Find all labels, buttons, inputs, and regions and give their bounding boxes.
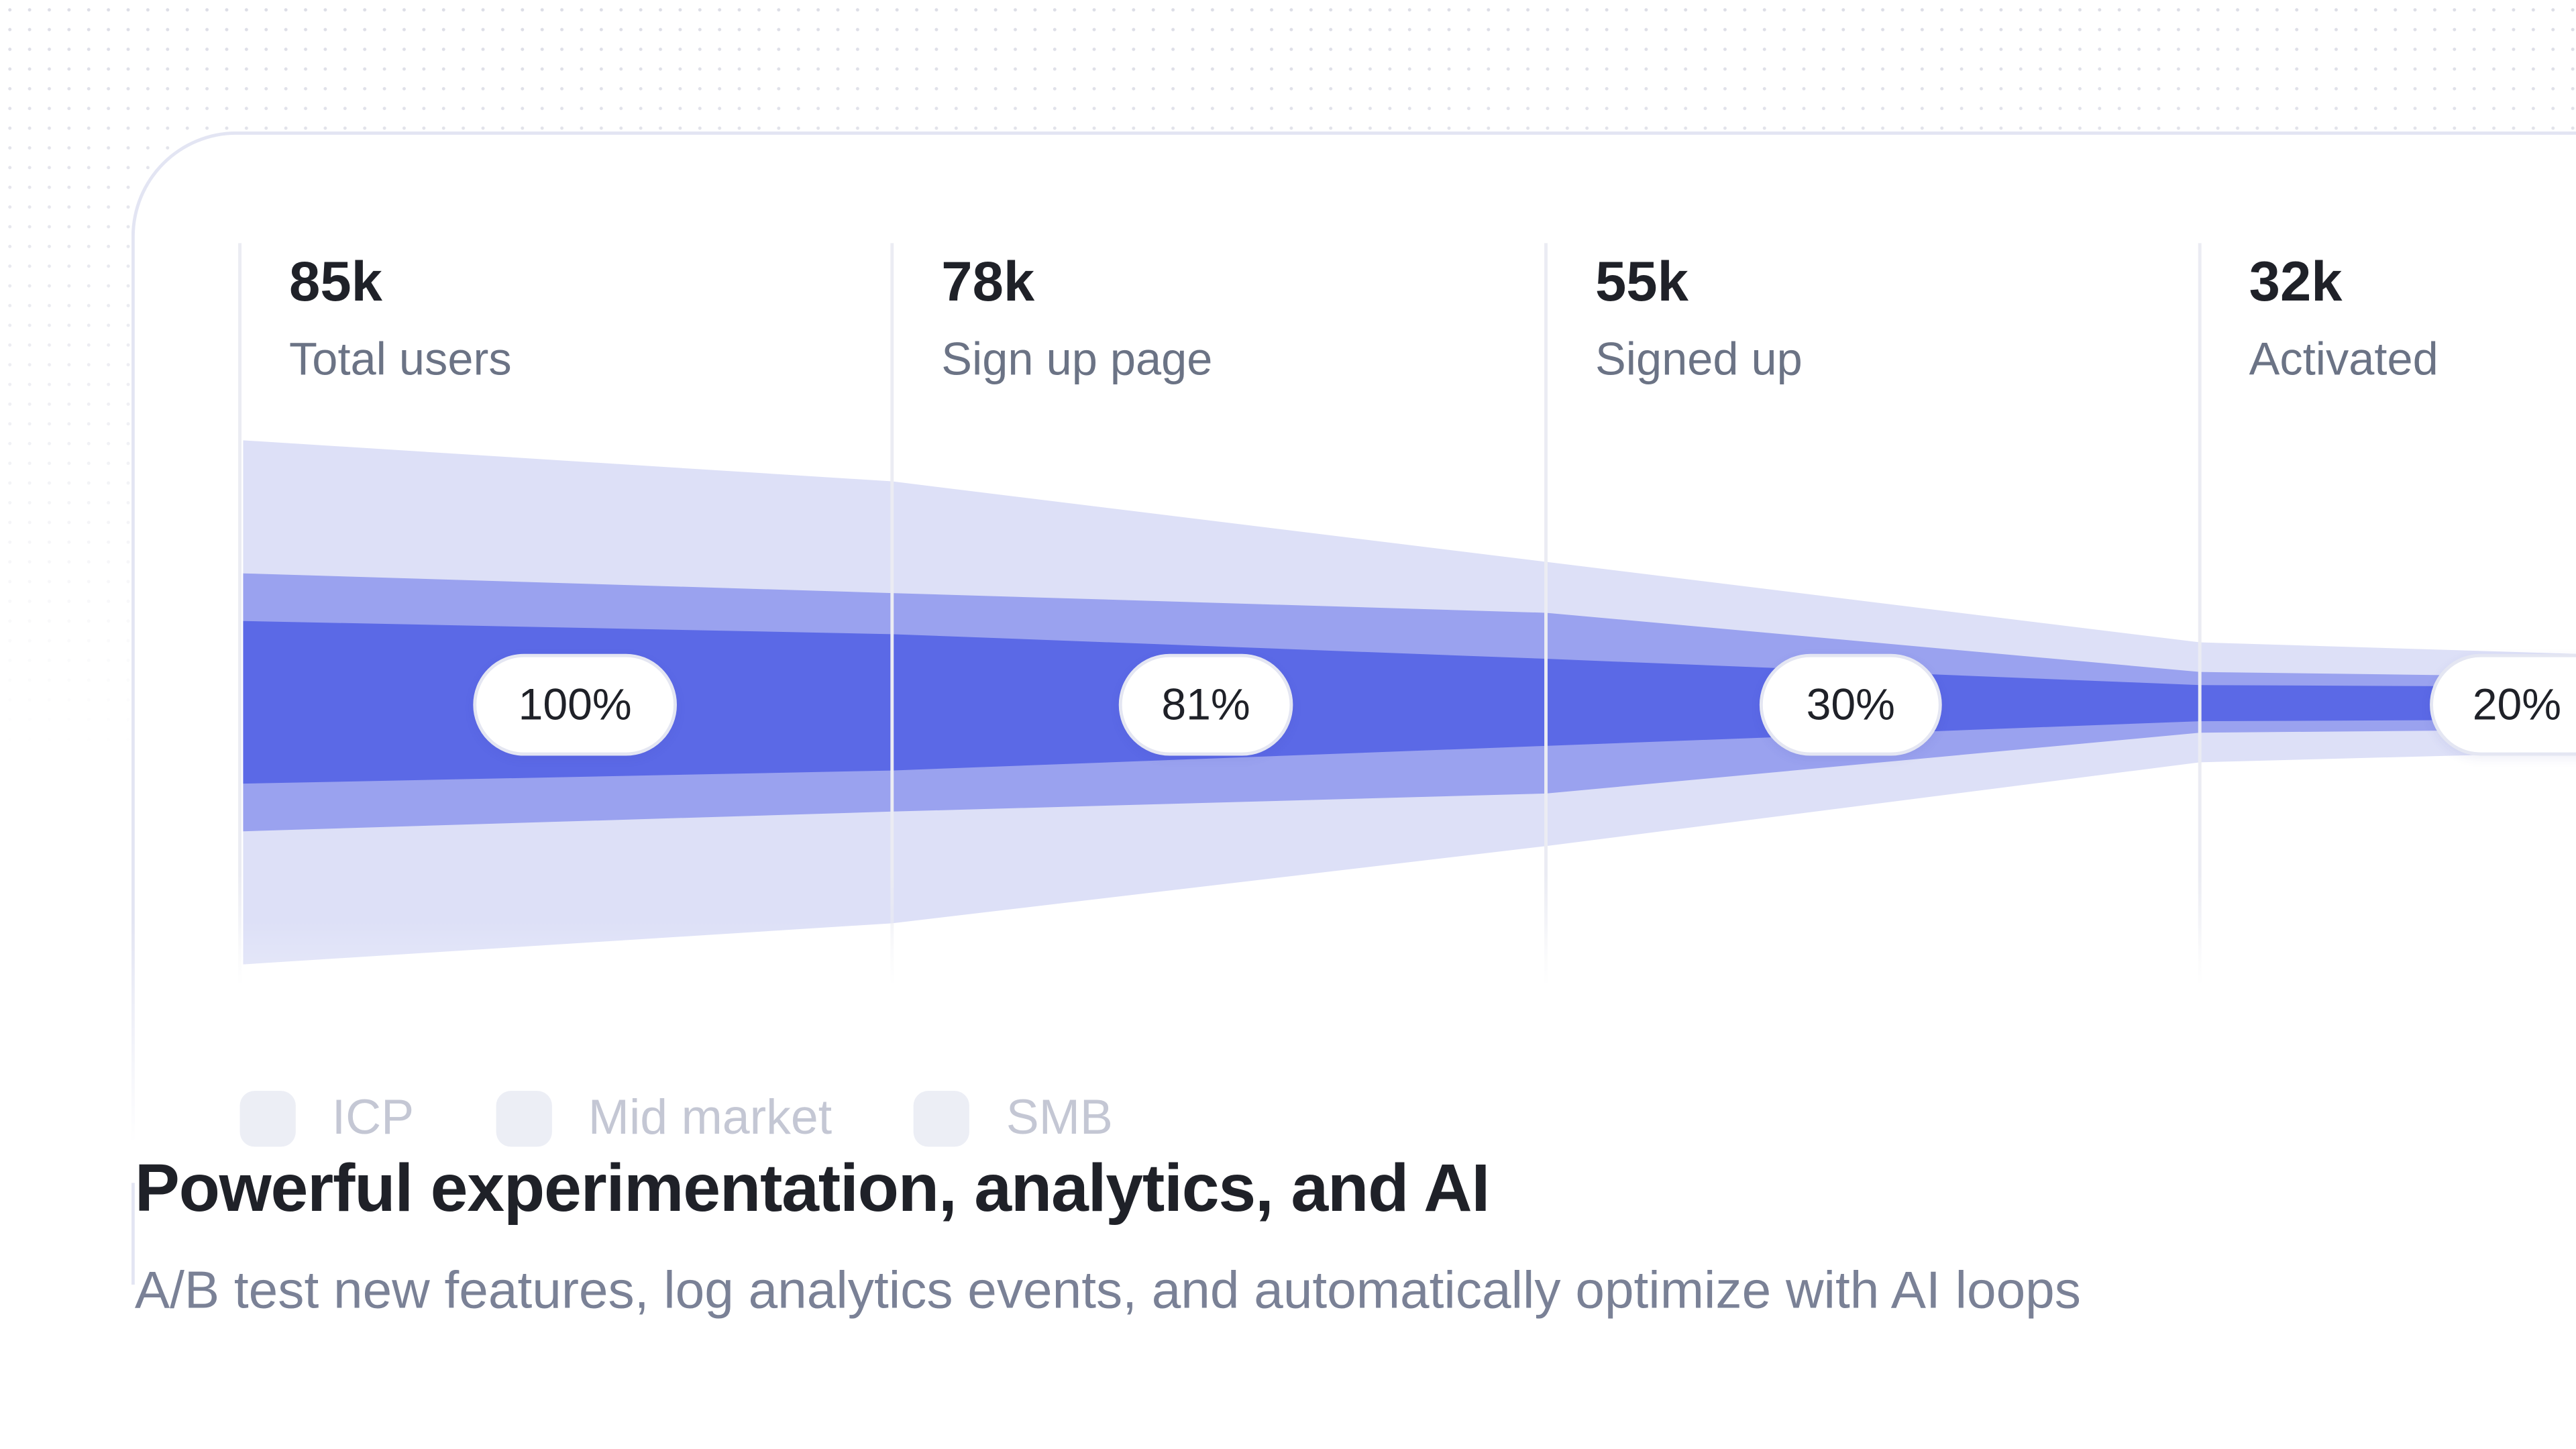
conversion-badge: 20% — [2430, 653, 2576, 756]
stage-label: Sign up page — [941, 333, 1213, 385]
legend-label: ICP — [331, 1091, 415, 1145]
stage-header-total-users: 85k Total users — [289, 246, 512, 392]
funnel-band-inner — [243, 621, 2576, 784]
legend-item-smb[interactable]: SMB — [914, 1091, 1113, 1147]
legend-swatch — [239, 1091, 296, 1147]
legend-label: SMB — [1006, 1091, 1113, 1145]
legend-swatch — [914, 1091, 970, 1147]
stage-value: 85k — [289, 251, 382, 314]
legend-item-icp[interactable]: ICP — [239, 1091, 415, 1147]
stage-divider — [238, 243, 242, 986]
stage-header-activated: 32k Activated — [2249, 246, 2438, 392]
stage-value: 32k — [2249, 251, 2343, 314]
stage-header-sign-up-page: 78k Sign up page — [941, 246, 1212, 392]
section-subheading: A/B test new features, log analytics eve… — [134, 1260, 2081, 1320]
legend-swatch — [496, 1091, 552, 1147]
conversion-badge: 81% — [1118, 653, 1293, 756]
stage-header-signed-up: 55k Signed up — [1595, 246, 1803, 392]
section-heading: Powerful experimentation, analytics, and… — [134, 1150, 1491, 1226]
stage-value: 78k — [941, 251, 1035, 314]
legend-label: Mid market — [588, 1091, 833, 1145]
stage-label: Signed up — [1595, 333, 1803, 385]
conversion-badge: 100% — [473, 653, 677, 756]
stage-divider — [2198, 243, 2202, 986]
legend-item-mid-market[interactable]: Mid market — [496, 1091, 833, 1147]
stage-label: Total users — [289, 333, 512, 385]
fade-overlay — [0, 920, 2576, 1183]
chart-legend: ICP Mid market SMB — [239, 1091, 1195, 1147]
stage-value: 55k — [1595, 251, 1688, 314]
stage-divider — [890, 243, 894, 986]
stage-divider — [1544, 243, 1548, 986]
stage-label: Activated — [2249, 333, 2438, 385]
conversion-badge: 30% — [1759, 653, 1942, 756]
